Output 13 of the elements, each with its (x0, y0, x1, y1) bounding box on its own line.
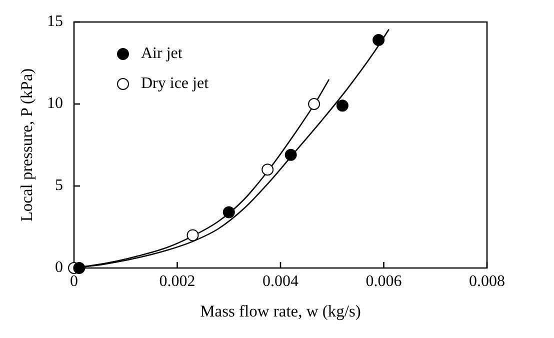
x-axis-title: Mass flow rate, w (kg/s) (200, 301, 361, 320)
y-axis-title: Local pressure, P (kPa) (17, 68, 36, 222)
legend-label: Air jet (141, 45, 183, 62)
x-tick-label: 0.004 (262, 272, 298, 290)
legend-label: Dry ice jet (141, 75, 210, 92)
y-tick-label: 5 (55, 177, 63, 194)
y-tick-label: 15 (47, 13, 63, 30)
x-tick-label: 0.008 (469, 272, 505, 290)
x-tick-label: 0.006 (366, 272, 402, 290)
x-tick-label: 0.002 (159, 272, 196, 290)
y-tick-label: 10 (47, 95, 63, 112)
x-tick-label: 0 (70, 272, 78, 290)
y-tick-label: 0 (55, 259, 63, 276)
